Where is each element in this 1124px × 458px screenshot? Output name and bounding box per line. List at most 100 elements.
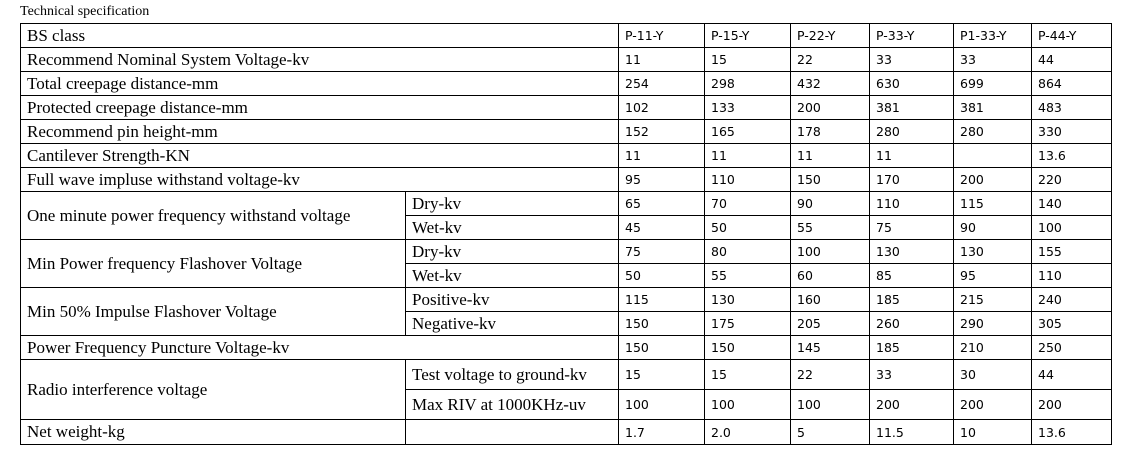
table-cell: 200 — [953, 389, 1032, 420]
sub-row-label: Wet-kv — [405, 263, 619, 288]
table-cell: 175 — [704, 311, 791, 336]
table-row: Wet-kv 50 55 60 85 95 110 — [21, 263, 1112, 288]
table-cell: 44 — [1031, 47, 1112, 72]
table-cell: 432 — [790, 71, 870, 96]
table-cell: 280 — [869, 119, 954, 144]
table-row: Cantilever Strength-KN 11 11 11 11 13.6 — [20, 143, 1112, 168]
row-label: Net weight-kg — [20, 419, 406, 445]
table-cell: 11.5 — [869, 419, 954, 445]
table-cell: 11 — [869, 143, 954, 168]
table-cell: 50 — [618, 263, 705, 288]
table-cell: 200 — [953, 167, 1032, 192]
table-cell: 10 — [953, 419, 1032, 445]
table-cell: 13.6 — [1031, 143, 1112, 168]
table-header-row: BS class P-11-Y P-15-Y P-22-Y P-33-Y P1-… — [20, 23, 1112, 48]
table-row: Power Frequency Puncture Voltage-kv 150 … — [20, 335, 1112, 360]
table-cell: 5 — [790, 419, 870, 445]
table-cell: 130 — [704, 287, 791, 312]
column-header: P-15-Y — [704, 23, 791, 48]
table-cell: 60 — [790, 263, 870, 288]
table-row: Min Power frequency Flashover Voltage Dr… — [20, 239, 1112, 288]
table-cell: 80 — [704, 239, 791, 264]
table-row: Net weight-kg 1.7 2.0 5 11.5 10 13.6 — [20, 419, 1112, 445]
row-label: Recommend Nominal System Voltage-kv — [20, 47, 619, 72]
table-cell: 305 — [1031, 311, 1112, 336]
table-cell: 133 — [704, 95, 791, 120]
sub-row-label: Positive-kv — [405, 287, 619, 312]
column-header: P-11-Y — [618, 23, 705, 48]
table-cell: 1.7 — [618, 419, 705, 445]
table-cell: 115 — [618, 287, 705, 312]
table-cell: 483 — [1031, 95, 1112, 120]
table-cell: 210 — [953, 335, 1032, 360]
table-cell: 100 — [1031, 215, 1112, 240]
table-cell: 11 — [704, 143, 791, 168]
sub-row-label: Max RIV at 1000KHz-uv — [405, 389, 619, 420]
table-cell: 100 — [704, 389, 791, 420]
column-header: P-44-Y — [1031, 23, 1112, 48]
table-cell: 90 — [790, 191, 870, 216]
table-cell: 110 — [1031, 263, 1112, 288]
table-cell: 22 — [790, 359, 870, 390]
table-cell: 75 — [618, 239, 705, 264]
table-row: Recommend pin height-mm 152 165 178 280 … — [20, 119, 1112, 144]
table-cell: 15 — [704, 47, 791, 72]
table-row: Max RIV at 1000KHz-uv 100 100 100 200 20… — [21, 389, 1112, 420]
table-cell: 65 — [618, 191, 705, 216]
table-cell: 250 — [1031, 335, 1112, 360]
row-label: One minute power frequency withstand vol… — [20, 191, 406, 240]
table-cell: 150 — [618, 335, 705, 360]
table-cell: 45 — [618, 215, 705, 240]
row-label: Min Power frequency Flashover Voltage — [20, 239, 406, 288]
table-cell: 30 — [953, 359, 1032, 390]
table-cell: 85 — [869, 263, 954, 288]
sub-row-label: Negative-kv — [405, 311, 619, 336]
table-cell: 75 — [869, 215, 954, 240]
table-cell: 254 — [618, 71, 705, 96]
table-cell: 110 — [869, 191, 954, 216]
table-cell: 150 — [704, 335, 791, 360]
table-cell: 33 — [869, 359, 954, 390]
table-cell: 44 — [1031, 359, 1112, 390]
row-label: Protected creepage distance-mm — [20, 95, 619, 120]
table-cell: 100 — [790, 389, 870, 420]
column-header: P-33-Y — [869, 23, 954, 48]
table-cell: 185 — [869, 287, 954, 312]
table-cell: 240 — [1031, 287, 1112, 312]
table-cell: 280 — [953, 119, 1032, 144]
sub-row-label: Test voltage to ground-kv — [405, 359, 619, 390]
table-cell: 115 — [953, 191, 1032, 216]
table-cell: 11 — [618, 47, 705, 72]
table-cell: 50 — [704, 215, 791, 240]
table-row: Total creepage distance-mm 254 298 432 6… — [20, 71, 1112, 96]
table-cell: 178 — [790, 119, 870, 144]
table-cell: 145 — [790, 335, 870, 360]
table-cell: 160 — [790, 287, 870, 312]
table-cell: 95 — [618, 167, 705, 192]
sub-row-label: Wet-kv — [405, 215, 619, 240]
table-cell — [953, 143, 1032, 168]
table-cell: 90 — [953, 215, 1032, 240]
table-cell: 102 — [618, 95, 705, 120]
row-label: Full wave impluse withstand voltage-kv — [20, 167, 619, 192]
table-cell: 33 — [953, 47, 1032, 72]
empty-cell — [405, 419, 619, 445]
spec-table: BS class P-11-Y P-15-Y P-22-Y P-33-Y P1-… — [20, 23, 1112, 445]
table-cell: 200 — [1031, 389, 1112, 420]
table-row: Full wave impluse withstand voltage-kv 9… — [20, 167, 1112, 192]
column-header: P1-33-Y — [953, 23, 1032, 48]
table-cell: 15 — [704, 359, 791, 390]
table-cell: 699 — [953, 71, 1032, 96]
table-cell: 152 — [618, 119, 705, 144]
row-label: Cantilever Strength-KN — [20, 143, 619, 168]
table-cell: 290 — [953, 311, 1032, 336]
table-cell: 130 — [953, 239, 1032, 264]
row-label: Min 50% Impulse Flashover Voltage — [20, 287, 406, 336]
table-cell: 185 — [869, 335, 954, 360]
table-cell: 381 — [953, 95, 1032, 120]
table-cell: 298 — [704, 71, 791, 96]
table-row: One minute power frequency withstand vol… — [20, 191, 1112, 240]
table-cell: 13.6 — [1031, 419, 1112, 445]
table-row: Negative-kv 150 175 205 260 290 305 — [21, 311, 1112, 336]
table-cell: 33 — [869, 47, 954, 72]
